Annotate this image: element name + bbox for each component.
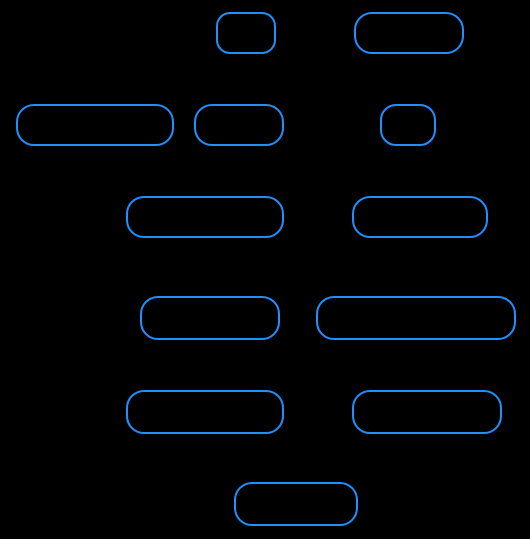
diagram-canvas <box>0 0 530 539</box>
diagram-node <box>316 296 516 340</box>
diagram-node <box>126 390 284 434</box>
diagram-node <box>140 296 280 340</box>
diagram-node <box>352 196 488 238</box>
diagram-node <box>126 196 284 238</box>
diagram-node <box>194 104 284 146</box>
diagram-node <box>234 482 358 526</box>
diagram-node <box>380 104 436 146</box>
diagram-node <box>354 12 464 54</box>
diagram-node <box>352 390 502 434</box>
diagram-node <box>216 12 276 54</box>
diagram-node <box>16 104 174 146</box>
